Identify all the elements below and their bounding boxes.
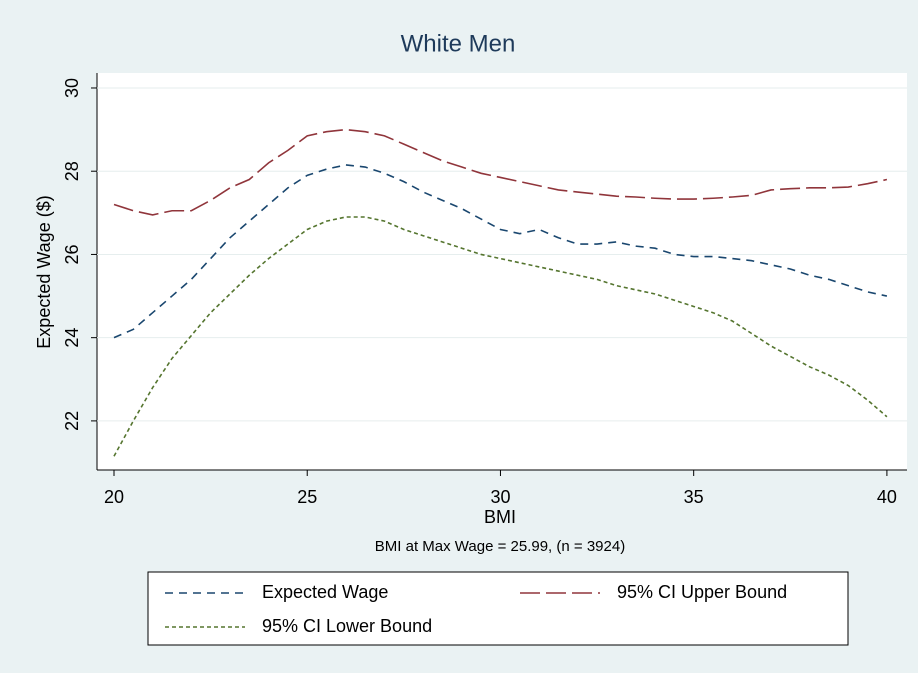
series-line [113,216,888,457]
series-line [113,164,888,339]
plot-area [97,73,907,470]
x-axis-label: BMI [484,507,516,527]
note: BMI at Max Wage = 25.99, (n = 3924) [375,538,625,555]
legend [147,571,849,646]
y-tick-label: 26 [62,244,82,264]
y-tick-label: 30 [62,78,82,98]
legend-label: 95% CI Upper Bound [617,582,787,602]
x-tick-label: 30 [490,487,510,507]
x-tick-label: 35 [684,487,704,507]
x-tick-label: 25 [297,487,317,507]
y-tick-label: 24 [62,328,82,348]
y-tick-label: 28 [62,161,82,181]
legend-label: Expected Wage [262,582,388,602]
x-tick-label: 40 [877,487,897,507]
chart-title: White Men [401,30,516,57]
x-tick-label: 20 [104,487,124,507]
y-axis-label: Expected Wage ($) [34,195,54,348]
series-line [113,128,888,216]
y-tick-label: 22 [62,411,82,431]
legend-label: 95% CI Lower Bound [262,616,432,636]
